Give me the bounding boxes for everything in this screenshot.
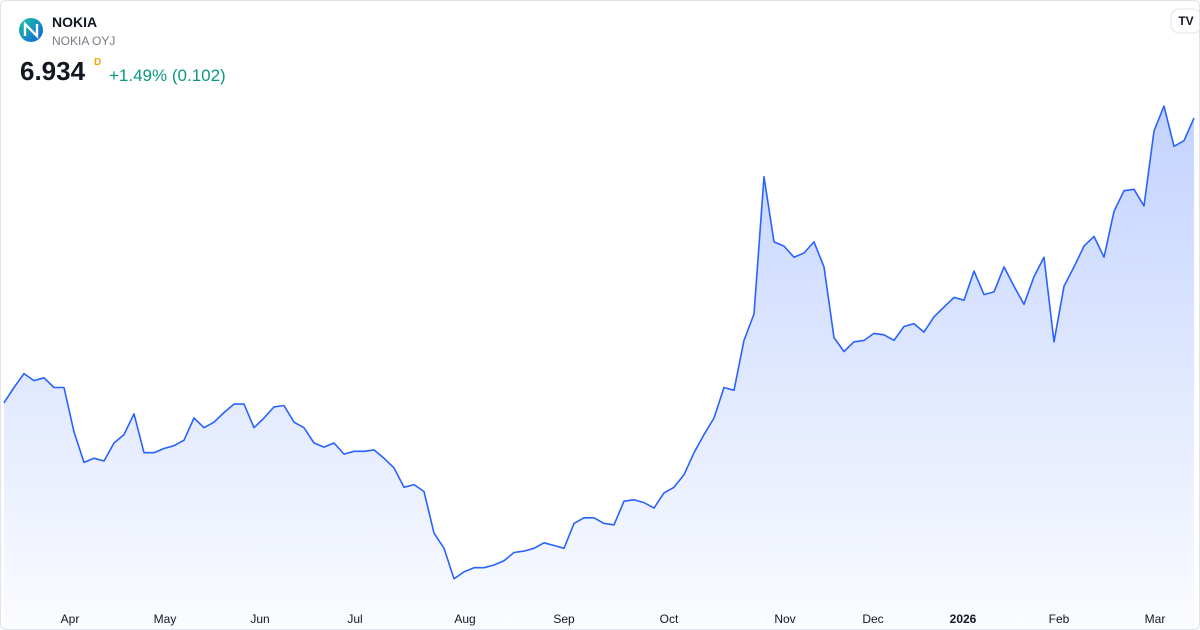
x-tick-label: Jun: [250, 612, 269, 626]
x-tick-label: Aug: [454, 612, 475, 626]
x-tick-label: 2026: [950, 612, 977, 626]
x-tick-label: Sep: [553, 612, 575, 626]
tv-logo-bg[interactable]: [1170, 8, 1199, 34]
interval: D: [94, 57, 102, 68]
price-line: [3, 105, 1195, 580]
x-tick-label: Dec: [862, 612, 883, 626]
x-tick-label: Nov: [774, 612, 795, 626]
price-change: +1.49% (0.102): [109, 66, 226, 85]
x-tick-label: Jul: [347, 612, 362, 626]
tv-logo[interactable]: TV: [1178, 14, 1193, 28]
x-tick-label: Apr: [61, 612, 80, 626]
x-tick-label: Mar: [1145, 612, 1166, 626]
logo-mark: [23, 21, 39, 39]
company-name: NOKIA OYJ: [52, 34, 116, 48]
last-price: 6.934: [20, 56, 86, 86]
x-tick-label: May: [154, 612, 177, 626]
area-fill: [4, 106, 1194, 629]
symbol: NOKIA: [52, 14, 98, 30]
x-tick-label: Feb: [1049, 612, 1070, 626]
x-tick-label: Oct: [660, 612, 679, 626]
